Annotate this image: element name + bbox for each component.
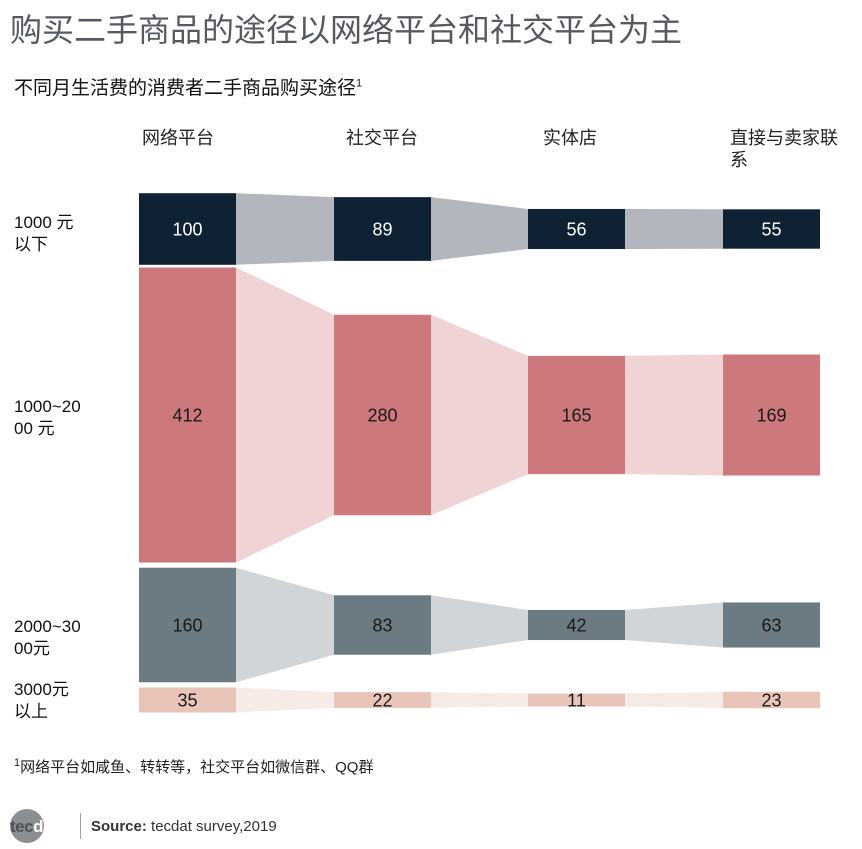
- row-label-1000-2000: 1000~20 00 元: [14, 396, 114, 440]
- column-header-store: 实体店: [543, 128, 597, 148]
- bar-over-3000-1: [334, 692, 431, 708]
- column-header-direct: 直接与卖家联系: [730, 128, 838, 170]
- source-text: tecdat survey,2019: [146, 817, 277, 835]
- value-label-1000-2000-3: 169: [756, 406, 786, 426]
- value-label-1000-2000-0: 412: [172, 406, 202, 426]
- flow-link-over-3000-1: [431, 692, 528, 708]
- value-label-2000-3000-0: 160: [172, 616, 202, 636]
- footnote-mark: 1: [14, 757, 21, 769]
- source-label: Source:: [91, 817, 147, 835]
- bar-2000-3000-0: [139, 567, 236, 683]
- subtitle-text: 不同月生活费的消费者二手商品购买途径: [14, 78, 357, 99]
- value-label-1000-2000-1: 280: [367, 406, 397, 426]
- flow-link-2000-3000-0: [236, 567, 334, 683]
- subtitle-footnote-mark: 1: [356, 77, 363, 90]
- row-group-2000-3000: 160 83 42 63: [139, 567, 820, 683]
- flow-link-2000-3000-1: [431, 595, 528, 655]
- row-label-2000-3000: 2000~30 00元: [14, 616, 114, 660]
- flow-link-over-3000-0: [236, 687, 334, 713]
- flow-link-under-1000-2: [625, 208, 723, 250]
- value-label-over-3000-3: 23: [761, 691, 781, 711]
- row-group-1000-2000: 412 280 165 169: [139, 267, 820, 563]
- value-label-under-1000-0: 100: [172, 220, 202, 240]
- value-label-2000-3000-1: 83: [372, 616, 392, 636]
- value-label-over-3000-0: 35: [177, 691, 197, 711]
- bar-under-1000-1: [334, 197, 431, 261]
- row-label-under-1000: 1000 元 以下: [14, 212, 114, 256]
- footnote: 1网络平台如咸鱼、转转等，社交平台如微信群、QQ群: [14, 758, 373, 778]
- column-header-social: 社交平台: [346, 128, 418, 148]
- bar-2000-3000-3: [723, 602, 820, 648]
- brand-divider: [80, 813, 81, 839]
- bar-2000-3000-2: [528, 609, 625, 641]
- flow-link-2000-3000-2: [625, 602, 723, 648]
- row-label-under-1000-text: 1000 元 以下: [14, 213, 74, 254]
- flow-link-1000-2000-1: [431, 314, 528, 516]
- row-group-over-3000: 35 22 11 23: [139, 687, 820, 713]
- flow-link-1000-2000-2: [625, 354, 723, 476]
- source-bar: tecdat Source: tecdat survey,2019: [10, 808, 277, 844]
- row-label-over-3000-text: 3000元 以上: [14, 680, 69, 721]
- bar-1000-2000-0: [139, 267, 236, 563]
- value-label-over-3000-1: 22: [372, 691, 392, 711]
- value-label-under-1000-2: 56: [566, 220, 586, 240]
- bar-1000-2000-1: [334, 314, 431, 516]
- bar-under-1000-3: [723, 209, 820, 249]
- value-label-2000-3000-2: 42: [566, 616, 586, 636]
- value-label-1000-2000-2: 165: [561, 406, 591, 426]
- bar-1000-2000-2: [528, 355, 625, 475]
- value-label-under-1000-1: 89: [372, 220, 392, 240]
- value-label-over-3000-2: 11: [567, 691, 586, 711]
- value-label-under-1000-3: 55: [761, 220, 781, 240]
- bar-over-3000-0: [139, 687, 236, 713]
- tecdat-logo-text: tecdat: [10, 817, 58, 837]
- chart-subtitle: 不同月生活费的消费者二手商品购买途径1: [14, 76, 362, 102]
- bar-1000-2000-3: [723, 354, 820, 476]
- bar-2000-3000-1: [334, 595, 431, 655]
- bar-under-1000-2: [528, 208, 625, 250]
- footnote-text: 网络平台如咸鱼、转转等，社交平台如微信群、QQ群: [20, 759, 374, 776]
- row-label-2000-3000-text: 2000~30 00元: [14, 617, 81, 658]
- value-label-2000-3000-3: 63: [761, 616, 781, 636]
- bar-over-3000-3: [723, 691, 820, 709]
- flow-link-under-1000-1: [431, 197, 528, 261]
- row-group-under-1000: 100 89 56 55: [139, 193, 820, 265]
- source-line: Source: tecdat survey,2019: [91, 818, 277, 835]
- bar-over-3000-2: [528, 693, 625, 707]
- column-header-online: 网络平台: [142, 128, 214, 148]
- page-title: 购买二手商品的途径以网络平台和社交平台为主: [10, 12, 683, 48]
- flow-link-under-1000-0: [236, 193, 334, 265]
- tecdat-logo: tecdat: [10, 809, 58, 843]
- row-label-1000-2000-text: 1000~20 00 元: [14, 397, 81, 438]
- logo-text-part2: dat: [33, 817, 58, 836]
- row-label-over-3000: 3000元 以上: [14, 679, 114, 723]
- flow-link-1000-2000-0: [236, 267, 334, 563]
- bar-under-1000-0: [139, 193, 236, 265]
- flow-link-over-3000-2: [625, 691, 723, 709]
- logo-text-part1: tec: [10, 817, 34, 836]
